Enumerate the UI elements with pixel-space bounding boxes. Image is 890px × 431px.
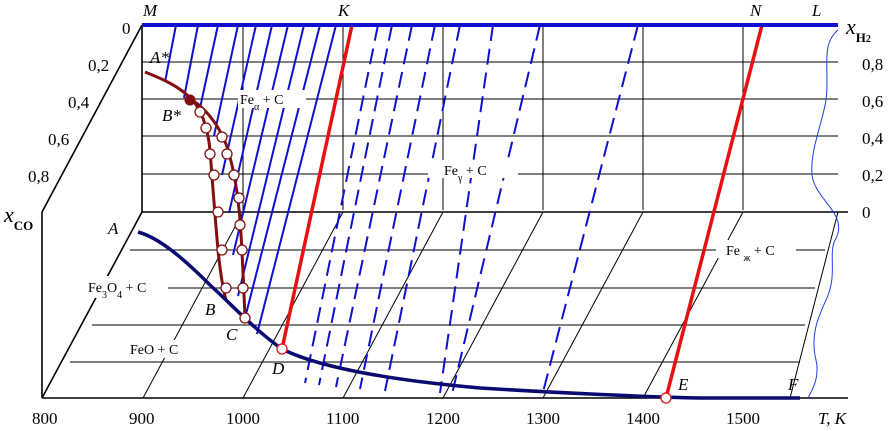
label-d: D [271,359,285,378]
t-tick-1200: 1200 [426,409,460,428]
x-co-label: xCO [3,202,33,233]
navy-curve [137,230,800,400]
t-tick-1300: 1300 [526,409,560,428]
label-c: C [226,325,238,344]
h2-tick-02: 0,2 [862,166,883,185]
x-h2-label: xH2 [845,14,871,45]
co-tick-04: 0,4 [68,93,90,112]
phase-fe-alpha: Feα + C [240,93,283,113]
phase-fe-gamma: Feγ + C [444,164,487,184]
label-a-star: A* [149,48,169,67]
label-b: B [205,300,216,319]
label-m: M [142,1,158,20]
h2-tick-08: 0,8 [862,55,883,74]
t-axis-label: T, K [818,409,848,428]
t-tick-1000: 1000 [226,409,260,428]
co-tick-08: 0,8 [28,167,49,186]
label-a: A [107,219,119,238]
lower-plane-grid [70,211,839,399]
dashed-blue-lines [304,24,639,397]
markers [184,94,672,404]
label-l: L [811,1,821,20]
t-tick-1500: 1500 [726,409,760,428]
t-tick-1400: 1400 [626,409,660,428]
co-tick-02: 0,2 [88,56,109,75]
h2-tick-04: 0,4 [862,129,884,148]
phase-feo: FeO + C [130,343,178,358]
t-tick-800: 800 [32,409,58,428]
phase-fe-liquid: Fe ж + C [726,244,775,264]
label-k: K [337,1,351,20]
phase-fe3o4: Fe3O4 + C [88,281,146,301]
h2-tick-0: 0 [862,203,871,222]
t-tick-900: 900 [129,409,155,428]
red-lines [280,24,764,399]
thin-blue-curve [807,29,840,399]
frame [41,24,848,399]
label-b-star: B* [162,106,181,125]
label-f: F [787,375,799,394]
co-tick-0: 0 [122,19,131,38]
co-tick-06: 0,6 [48,130,69,149]
h2-tick-06: 0,6 [862,92,883,111]
label-n: N [749,1,763,20]
label-e: E [677,375,689,394]
t-tick-1100: 1100 [326,409,359,428]
